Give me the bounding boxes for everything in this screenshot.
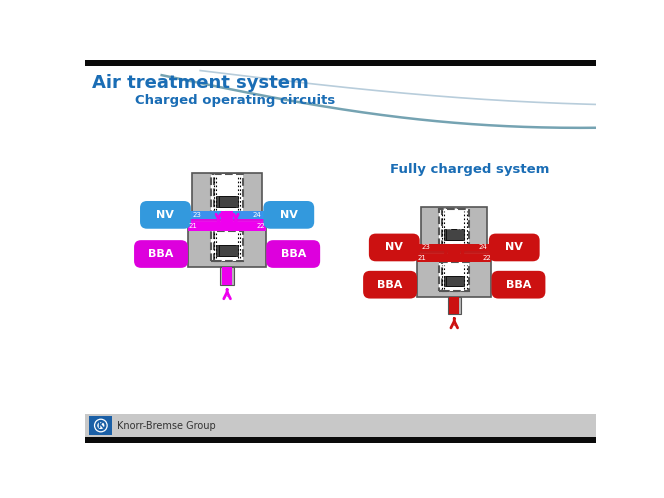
FancyArrowPatch shape [444, 247, 448, 254]
FancyBboxPatch shape [363, 271, 417, 299]
FancyBboxPatch shape [134, 240, 188, 268]
Bar [193, 173, 262, 220]
Bar [222, 267, 232, 285]
Bar [448, 244, 460, 262]
FancyArrowPatch shape [216, 214, 220, 222]
Text: 23: 23 [193, 212, 202, 218]
Bar [216, 196, 235, 207]
Bar [417, 254, 491, 262]
Bar [84, 414, 596, 437]
Text: 1: 1 [225, 292, 229, 298]
Bar [262, 211, 274, 219]
Bar [219, 245, 238, 256]
Bar [409, 244, 421, 251]
Bar [444, 276, 462, 286]
Bar [417, 244, 491, 262]
Text: 22: 22 [482, 255, 491, 261]
Bar [440, 262, 467, 291]
Text: 23: 23 [422, 245, 430, 250]
Bar [421, 244, 487, 251]
Bar [188, 211, 266, 231]
Text: Fully charged system: Fully charged system [390, 163, 549, 176]
Bar [448, 297, 461, 314]
Bar [211, 174, 240, 212]
Bar [442, 209, 469, 245]
Text: Knorr-Bremse Group: Knorr-Bremse Group [117, 420, 216, 430]
Bar [188, 220, 266, 267]
Bar [446, 276, 465, 286]
Text: BBA: BBA [280, 249, 306, 259]
FancyBboxPatch shape [266, 240, 320, 268]
Bar [221, 211, 234, 231]
FancyBboxPatch shape [369, 234, 420, 261]
Bar [446, 230, 465, 240]
Text: 22: 22 [257, 223, 266, 229]
Bar [421, 207, 487, 252]
Text: BBA: BBA [377, 280, 403, 290]
Text: NV: NV [505, 243, 523, 252]
Bar [442, 262, 469, 291]
Bar [89, 416, 112, 435]
Bar [180, 211, 193, 219]
Text: K: K [98, 421, 104, 430]
Text: 24: 24 [252, 212, 261, 218]
FancyBboxPatch shape [264, 201, 314, 229]
Text: Charged operating circuits: Charged operating circuits [135, 94, 335, 107]
Bar [444, 230, 462, 240]
FancyArrowPatch shape [234, 214, 238, 222]
Bar [220, 267, 234, 285]
Text: 1: 1 [452, 321, 457, 327]
Text: NV: NV [280, 210, 297, 220]
Bar [84, 60, 596, 66]
Bar [450, 297, 459, 314]
Circle shape [94, 419, 108, 432]
Bar [440, 209, 467, 245]
Bar [193, 211, 262, 219]
Bar [188, 222, 266, 231]
Text: 21: 21 [189, 223, 197, 229]
FancyBboxPatch shape [140, 201, 191, 229]
Bar [84, 437, 596, 443]
Bar [214, 231, 243, 261]
Bar [219, 196, 238, 207]
Bar [216, 245, 235, 256]
Bar [211, 231, 240, 261]
Text: NV: NV [385, 243, 403, 252]
Text: BBA: BBA [506, 280, 531, 290]
Text: BBA: BBA [148, 249, 174, 259]
Bar [487, 244, 499, 251]
FancyArrowPatch shape [460, 247, 465, 254]
Bar [214, 174, 243, 212]
Text: 24: 24 [478, 245, 487, 250]
FancyBboxPatch shape [489, 234, 540, 261]
Text: NV: NV [157, 210, 175, 220]
Text: 21: 21 [418, 255, 426, 261]
Bar [417, 252, 491, 297]
Text: Air treatment system: Air treatment system [92, 74, 309, 92]
FancyBboxPatch shape [491, 271, 545, 299]
